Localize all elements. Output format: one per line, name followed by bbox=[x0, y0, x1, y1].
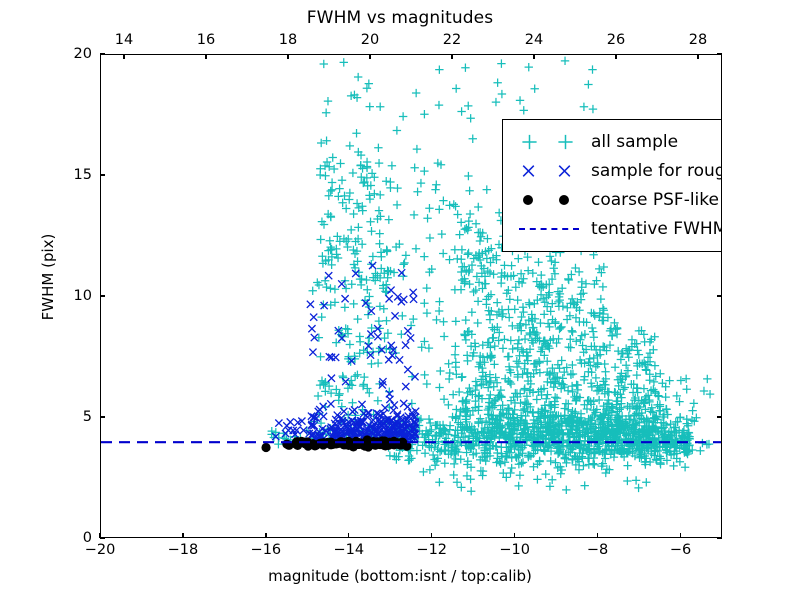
x-tick-mark-top bbox=[123, 54, 125, 59]
x-tick-mark-bottom bbox=[679, 533, 682, 538]
x-tick-mark-top bbox=[615, 54, 617, 59]
x-tick-mark-bottom bbox=[265, 533, 267, 538]
y-tick-label: 15 bbox=[73, 167, 92, 183]
x-tick-label-bottom: −12 bbox=[416, 542, 448, 558]
chart-title: FWHM vs magnitudes bbox=[306, 8, 494, 28]
x-tick-mark-bottom bbox=[348, 533, 350, 538]
legend-marker-group bbox=[513, 188, 587, 212]
plus-icon bbox=[558, 134, 573, 149]
y-tick-mark-right bbox=[717, 53, 722, 55]
x-tick-label-bottom: −20 bbox=[84, 542, 116, 558]
legend-label: coarse PSF-like sample bbox=[591, 189, 721, 210]
x-tick-mark-top bbox=[533, 54, 535, 59]
x-tick-label-top: 24 bbox=[524, 32, 544, 48]
x-tick-mark-bottom bbox=[99, 533, 101, 538]
x-tick-mark-top bbox=[697, 54, 699, 59]
legend-label: tentative FWHM bbox=[591, 218, 722, 239]
dashed-line-icon bbox=[519, 227, 579, 230]
axes-frame: all sample sample for rough FWHM bbox=[100, 54, 722, 538]
legend-label: sample for rough FWHM bbox=[591, 160, 721, 181]
legend: all sample sample for rough FWHM bbox=[502, 119, 722, 252]
x-tick-mark-bottom bbox=[596, 533, 599, 538]
x-tick-label-top: 16 bbox=[196, 32, 216, 48]
y-tick-mark-right bbox=[717, 295, 722, 297]
legend-label: all sample bbox=[591, 131, 679, 152]
x-tick-mark-bottom bbox=[182, 533, 184, 538]
x-tick-mark-bottom bbox=[513, 533, 516, 538]
y-tick-mark bbox=[100, 174, 105, 176]
legend-item-all-sample[interactable]: all sample bbox=[513, 127, 721, 156]
y-tick-mark-right bbox=[717, 416, 722, 418]
x-tick-label-top: 18 bbox=[278, 32, 298, 48]
legend-marker-group bbox=[513, 130, 587, 154]
legend-item-tentative-fwhm[interactable]: tentative FWHM bbox=[513, 214, 722, 243]
legend-marker-group bbox=[513, 217, 587, 241]
x-tick-label-bottom: −18 bbox=[167, 542, 199, 558]
y-tick-mark bbox=[100, 416, 105, 418]
y-tick-label: 0 bbox=[82, 530, 92, 546]
legend-marker-group bbox=[513, 159, 587, 183]
y-tick-label: 20 bbox=[73, 46, 92, 62]
y-tick-mark bbox=[100, 295, 105, 297]
x-tick-label-top: 22 bbox=[442, 32, 462, 48]
x-tick-mark-top bbox=[287, 54, 289, 59]
cross-icon bbox=[522, 164, 535, 177]
y-axis-label: FWHM (pix) bbox=[39, 233, 57, 321]
cross-icon bbox=[558, 164, 571, 177]
circle-icon bbox=[559, 194, 569, 205]
x-tick-label-top: 20 bbox=[360, 32, 380, 48]
x-tick-label-bottom: −16 bbox=[250, 542, 282, 558]
x-tick-mark-top bbox=[451, 54, 453, 59]
y-tick-label: 5 bbox=[82, 409, 92, 425]
legend-item-coarse-psf[interactable]: coarse PSF-like sample bbox=[513, 185, 721, 214]
x-axis-label: magnitude (bottom:isnt / top:calib) bbox=[268, 567, 532, 585]
x-tick-label-bottom: −6 bbox=[669, 542, 692, 558]
circle-icon bbox=[523, 194, 533, 205]
y-tick-label: 10 bbox=[73, 288, 92, 304]
y-tick-mark bbox=[100, 53, 105, 55]
legend-item-rough-fwhm[interactable]: sample for rough FWHM bbox=[513, 156, 721, 185]
x-tick-label-top: 28 bbox=[688, 32, 708, 48]
x-tick-mark-top bbox=[369, 54, 371, 59]
x-tick-label-bottom: −10 bbox=[499, 542, 530, 558]
x-tick-label-bottom: −8 bbox=[586, 542, 609, 558]
x-tick-label-top: 14 bbox=[114, 32, 134, 48]
plus-icon bbox=[522, 134, 537, 149]
x-tick-label-top: 26 bbox=[606, 32, 626, 48]
x-tick-label-bottom: −14 bbox=[333, 542, 365, 558]
x-tick-mark-bottom bbox=[431, 533, 433, 538]
plot-canvas bbox=[101, 56, 721, 496]
x-tick-mark-top bbox=[205, 54, 207, 59]
